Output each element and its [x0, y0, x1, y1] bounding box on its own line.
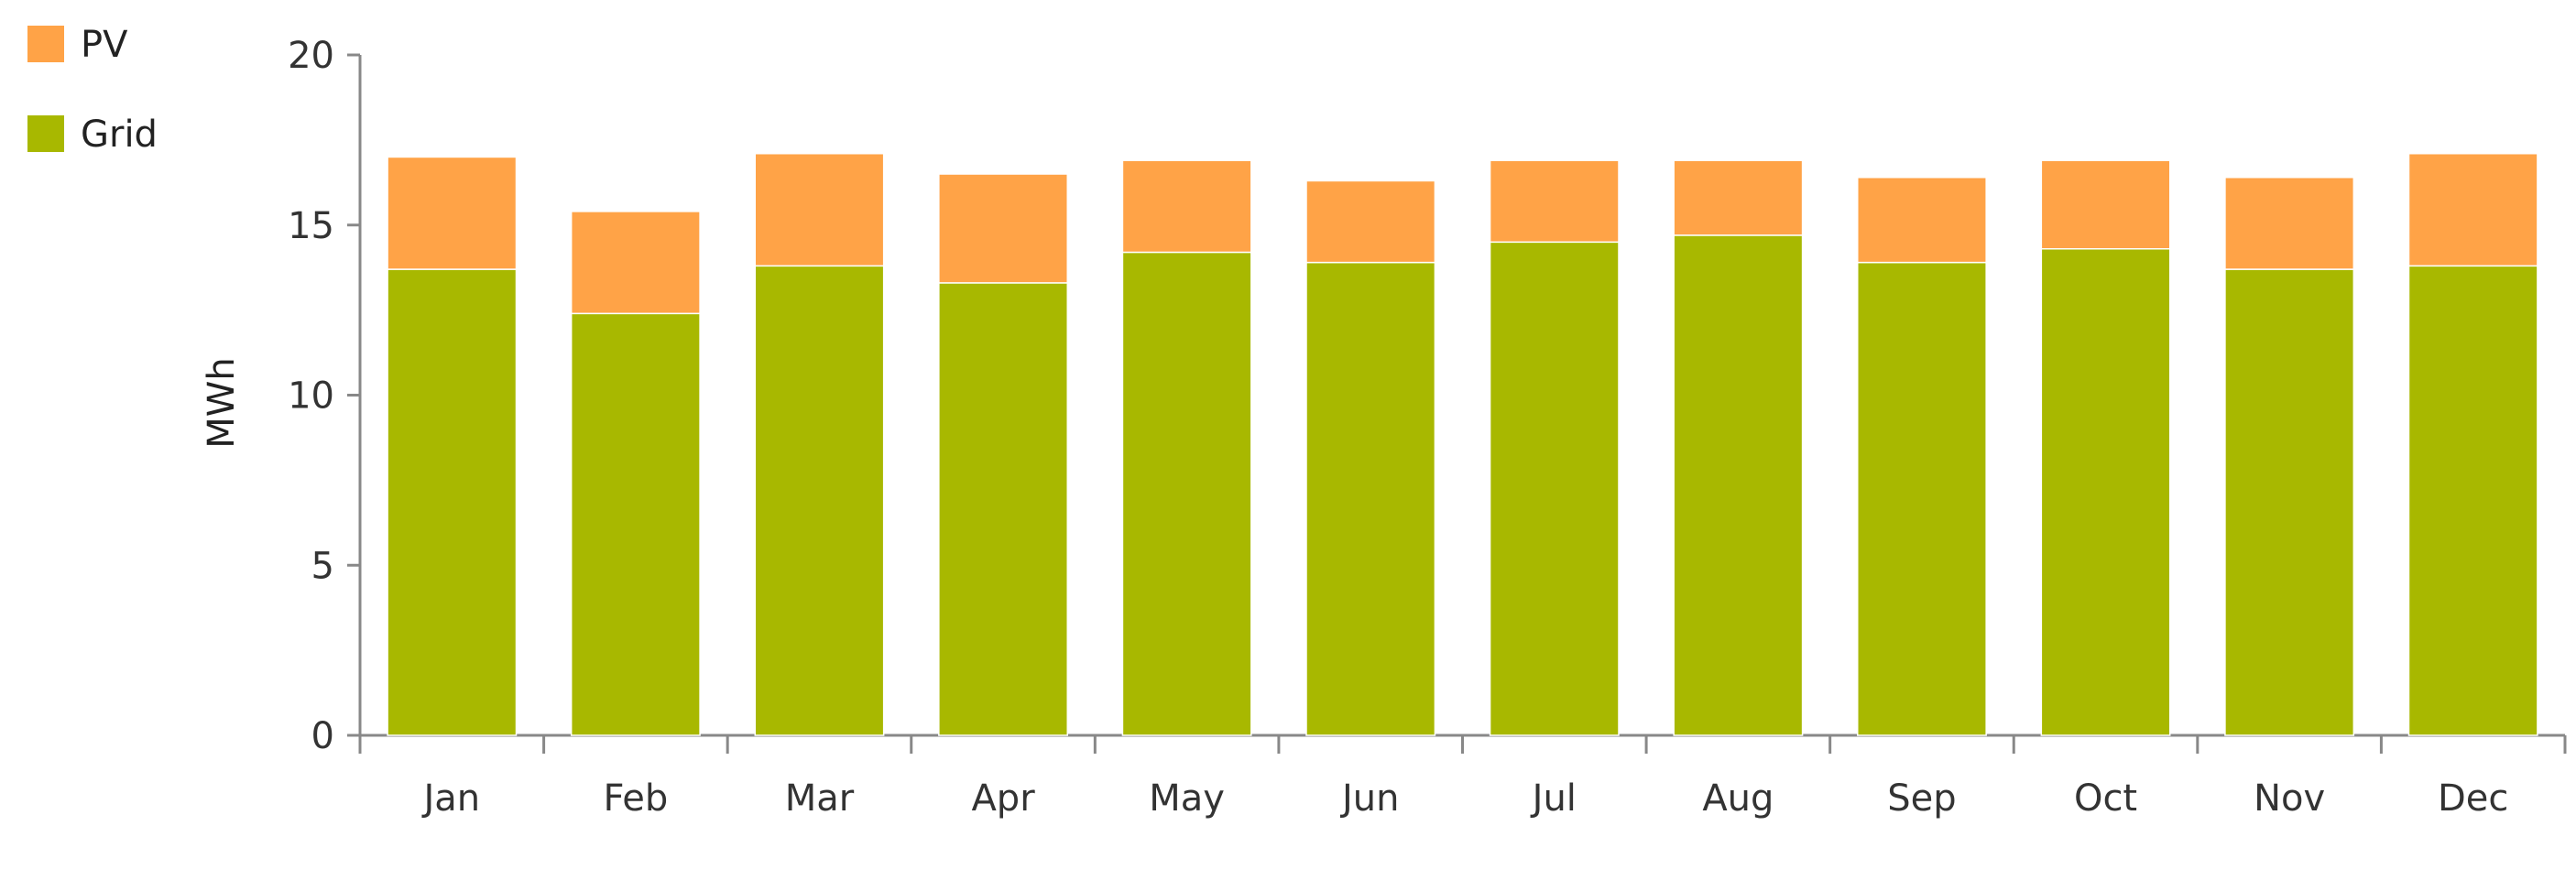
bar-grid-oct	[2040, 248, 2171, 736]
legend-swatch-grid	[27, 115, 64, 152]
bar-pv-nov	[2224, 176, 2355, 270]
x-tick-label: Jun	[1339, 777, 1400, 820]
bar-pv-jun	[1305, 179, 1436, 264]
bar-pv-feb	[570, 211, 701, 315]
bar-pv-sep	[1857, 176, 1987, 264]
bar-pv-dec	[2407, 152, 2538, 267]
bar-grid-dec	[2407, 265, 2538, 736]
bar-grid-mar	[754, 265, 885, 736]
bar-grid-feb	[570, 312, 701, 736]
axes	[347, 53, 2567, 754]
bar-grid-jun	[1305, 261, 1436, 736]
x-tick-label: Sep	[1887, 777, 1956, 820]
bar-pv-apr	[938, 173, 1068, 284]
x-tick-label: Mar	[785, 777, 855, 820]
bar-pv-oct	[2040, 159, 2171, 250]
bar-grid-jan	[387, 268, 518, 736]
x-tick-label: Oct	[2074, 777, 2137, 820]
x-tick-label: Dec	[2438, 777, 2508, 820]
y-axis-title: MWh	[201, 357, 243, 448]
y-tick-label: 15	[288, 205, 334, 247]
x-tick-label: Nov	[2254, 777, 2325, 820]
bar-grid-sep	[1857, 261, 1987, 736]
x-tick-label: Feb	[603, 777, 668, 820]
legend-label-grid: Grid	[81, 114, 158, 156]
x-tick-label: Apr	[971, 777, 1035, 820]
y-tick-label: 5	[311, 545, 334, 587]
y-tick-label: 0	[311, 715, 334, 757]
legend-label-pv: PV	[81, 24, 128, 66]
x-tick-label: May	[1149, 777, 1225, 820]
bar-pv-aug	[1673, 159, 1804, 236]
tick-labels: 0 5 10 15 20 Jan Feb Mar Apr May Jun Jul Aug Sep Oct No…	[288, 35, 2508, 820]
x-tick-label: Jul	[1530, 777, 1577, 820]
bar-grid-jul	[1489, 241, 1620, 736]
bar-pv-jan	[387, 156, 518, 270]
bars	[387, 152, 2538, 736]
bar-grid-may	[1121, 251, 1252, 736]
x-tick-label: Aug	[1702, 777, 1774, 820]
y-tick-label: 20	[288, 35, 334, 77]
bar-pv-mar	[754, 152, 885, 267]
bar-grid-nov	[2224, 268, 2355, 736]
y-tick-label: 10	[288, 375, 334, 418]
legend: PV Grid	[27, 24, 158, 156]
legend-swatch-pv	[27, 26, 64, 62]
bar-grid-apr	[938, 282, 1068, 736]
bar-grid-aug	[1673, 234, 1804, 736]
x-tick-label: Jan	[420, 777, 480, 820]
bar-pv-jul	[1489, 159, 1620, 244]
bar-pv-may	[1121, 159, 1252, 254]
